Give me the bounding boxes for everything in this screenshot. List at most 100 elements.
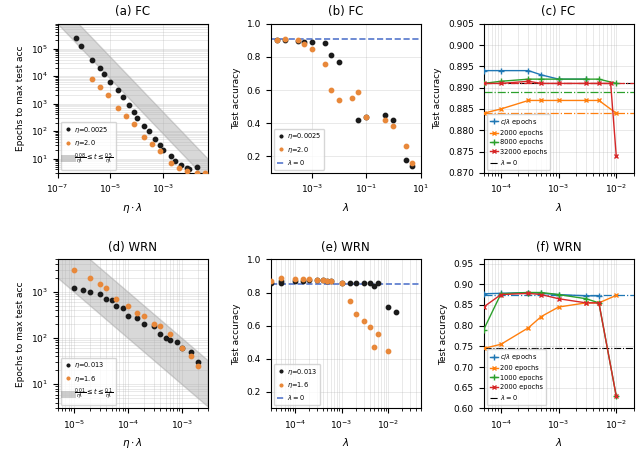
Point: [111, 295, 121, 303]
Point: [123, 302, 133, 309]
200 epochs: [538, 314, 545, 319]
8000 epochs: [480, 81, 488, 86]
Point: [369, 343, 379, 351]
Point: [68, 266, 79, 274]
Point: [358, 317, 369, 324]
$c/\lambda$ epochs: [525, 68, 532, 74]
Point: [148, 323, 159, 330]
200 epochs: [582, 300, 590, 306]
Point: [124, 101, 134, 109]
2000 epochs: [595, 97, 603, 103]
Point: [369, 282, 379, 290]
2000 epochs: [612, 393, 620, 399]
Point: [323, 277, 333, 285]
Point: [334, 96, 344, 104]
Point: [252, 279, 262, 286]
X-axis label: $\lambda$: $\lambda$: [555, 200, 563, 212]
$c/\lambda$ epochs: [480, 68, 488, 74]
Point: [118, 304, 128, 312]
Point: [166, 159, 176, 167]
Point: [156, 148, 166, 155]
Point: [401, 142, 412, 150]
Point: [388, 116, 399, 124]
Point: [164, 331, 175, 338]
Point: [344, 297, 355, 304]
Point: [320, 39, 330, 47]
32000 epochs: [582, 81, 590, 86]
Point: [186, 352, 196, 360]
Point: [353, 116, 364, 124]
Point: [358, 280, 369, 287]
2000 epochs: [612, 110, 620, 116]
Point: [337, 280, 347, 287]
Line: 8000 epochs: 8000 epochs: [481, 76, 619, 86]
Y-axis label: Epochs to max test acc: Epochs to max test acc: [16, 46, 25, 151]
Y-axis label: Test accuracy: Test accuracy: [232, 67, 241, 129]
Legend: $\eta$=0.013, $\eta$=1.6, $\lambda=0$: $\eta$=0.013, $\eta$=1.6, $\lambda=0$: [274, 364, 320, 405]
Point: [320, 60, 330, 67]
Point: [193, 359, 204, 366]
Point: [123, 312, 133, 320]
Point: [85, 288, 95, 295]
32000 epochs: [497, 81, 505, 86]
Point: [164, 336, 175, 344]
1000 epochs: [480, 327, 488, 332]
2000 epochs: [555, 296, 563, 302]
Point: [266, 279, 276, 286]
200 epochs: [497, 342, 505, 347]
Point: [184, 166, 195, 173]
Legend: $\eta$=0.013, $\eta$=1.6, $\frac{0.01}{\eta\lambda} \leq t \leq \frac{0.1}{\eta\: $\eta$=0.013, $\eta$=1.6, $\frac{0.01}{\…: [61, 358, 116, 405]
Point: [111, 302, 121, 309]
Point: [326, 51, 336, 59]
Point: [132, 314, 143, 322]
Title: (a) FC: (a) FC: [115, 5, 150, 19]
Point: [266, 277, 276, 285]
2000 epochs: [538, 97, 545, 103]
Point: [173, 164, 184, 172]
Point: [326, 86, 336, 94]
Point: [318, 276, 328, 284]
Point: [170, 157, 180, 165]
$c/\lambda$ epochs: [497, 68, 505, 74]
Point: [78, 286, 88, 294]
Line: 2000 epochs: 2000 epochs: [481, 291, 618, 398]
2000 epochs: [480, 304, 488, 310]
200 epochs: [612, 293, 620, 298]
8000 epochs: [595, 76, 603, 82]
Point: [158, 146, 168, 154]
Y-axis label: Test accuracy: Test accuracy: [232, 303, 241, 365]
Point: [192, 163, 202, 171]
Point: [177, 344, 187, 352]
Point: [140, 123, 150, 130]
Point: [101, 284, 111, 292]
Point: [292, 38, 303, 45]
32000 epochs: [612, 153, 620, 159]
2000 epochs: [538, 292, 545, 297]
Point: [276, 274, 286, 281]
Point: [271, 37, 282, 44]
Point: [176, 161, 186, 169]
1000 epochs: [555, 292, 563, 297]
Point: [271, 37, 282, 44]
Point: [132, 309, 143, 317]
Point: [139, 320, 149, 328]
8000 epochs: [497, 78, 505, 84]
Point: [407, 159, 417, 167]
Point: [361, 113, 371, 120]
Point: [298, 277, 308, 285]
Line: $c/\lambda$ epochs: $c/\lambda$ epochs: [481, 290, 602, 299]
$c/\lambda$ epochs: [480, 291, 488, 296]
Y-axis label: Epochs to max test acc: Epochs to max test acc: [16, 281, 26, 387]
Point: [192, 169, 202, 177]
Point: [177, 344, 187, 352]
8000 epochs: [555, 76, 563, 82]
Point: [407, 162, 417, 170]
8000 epochs: [612, 81, 620, 86]
Point: [71, 34, 81, 41]
Point: [380, 116, 390, 124]
Point: [344, 280, 355, 287]
32000 epochs: [525, 78, 532, 84]
Point: [383, 304, 393, 311]
Point: [113, 86, 124, 94]
X-axis label: $\lambda$: $\lambda$: [342, 436, 349, 448]
